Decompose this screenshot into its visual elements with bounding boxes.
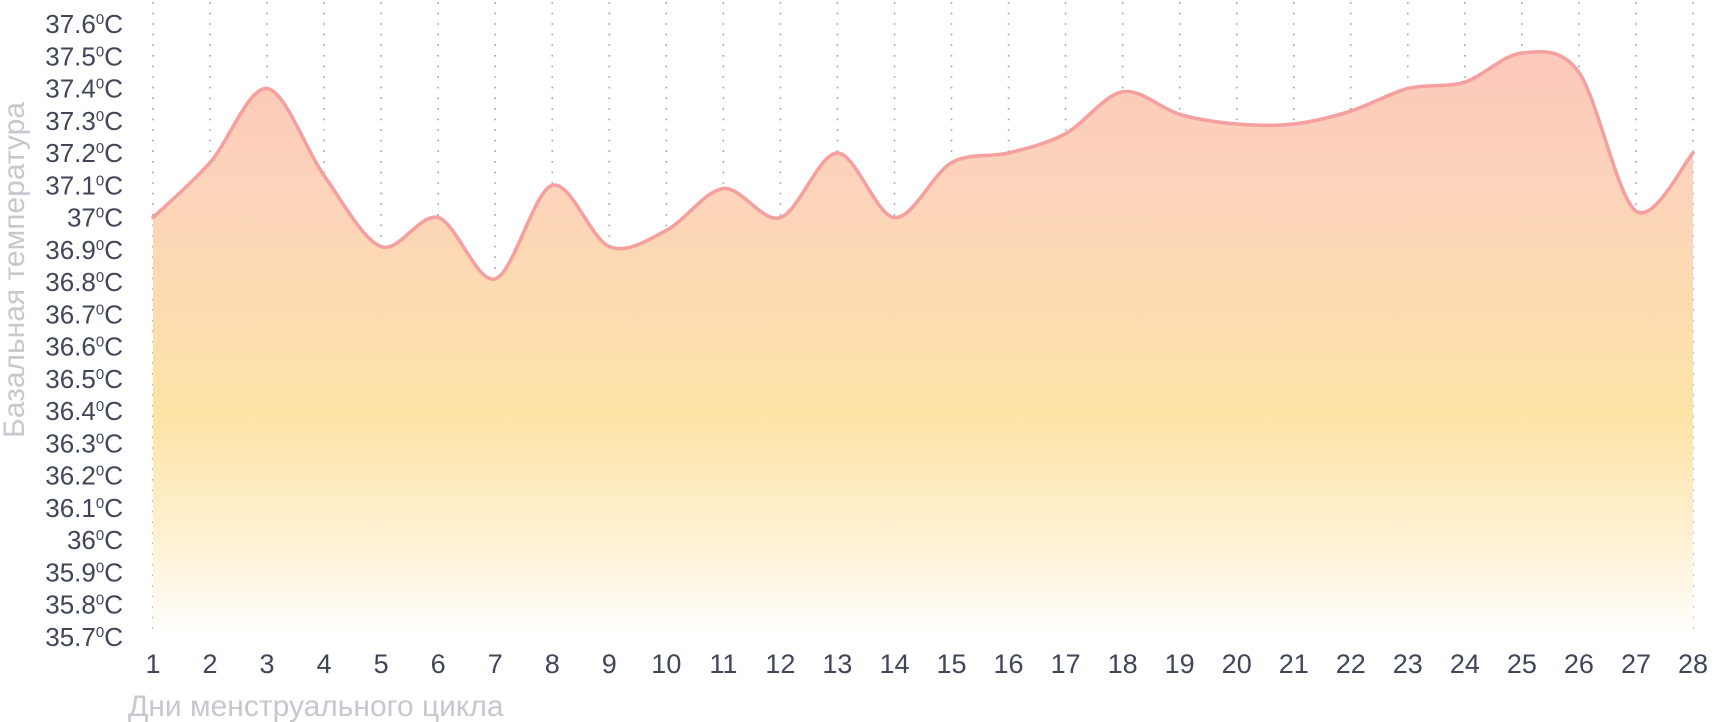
x-tick-label: 14 bbox=[879, 649, 909, 679]
x-tick-label: 1 bbox=[145, 649, 160, 679]
y-tick-label: 36.70C bbox=[45, 299, 123, 329]
y-tick-label: 36.30C bbox=[45, 428, 123, 458]
x-tick-label: 11 bbox=[709, 649, 737, 679]
x-tick-label: 25 bbox=[1507, 649, 1537, 679]
x-tick-label: 8 bbox=[545, 649, 560, 679]
y-tick-label: 37.40C bbox=[45, 74, 123, 104]
y-tick-label: 36.10C bbox=[45, 493, 123, 523]
y-tick-label: 37.30C bbox=[45, 106, 123, 136]
y-axis-ticks: 37.60C37.50C37.40C37.30C37.20C37.10C370C… bbox=[45, 9, 123, 652]
temperature-area bbox=[153, 51, 1693, 637]
x-tick-label: 9 bbox=[602, 649, 617, 679]
x-tick-label: 12 bbox=[765, 649, 795, 679]
y-tick-label: 36.20C bbox=[45, 461, 123, 491]
y-tick-label: 35.80C bbox=[45, 590, 123, 620]
y-tick-label: 36.90C bbox=[45, 235, 123, 265]
y-tick-label: 370C bbox=[67, 203, 123, 233]
x-tick-label: 26 bbox=[1564, 649, 1594, 679]
x-tick-label: 15 bbox=[936, 649, 966, 679]
y-tick-label: 37.10C bbox=[45, 170, 123, 200]
x-tick-label: 22 bbox=[1336, 649, 1366, 679]
x-axis-ticks: 1 2 3 4 5 6 7 8 9 10 11 12 13 14 15 16 17 18 19 20 21 22 23 24 2… bbox=[145, 649, 1708, 679]
y-tick-label: 36.80C bbox=[45, 267, 123, 297]
y-tick-label: 37.50C bbox=[45, 41, 123, 71]
x-tick-label: 16 bbox=[994, 649, 1024, 679]
y-tick-label: 360C bbox=[67, 525, 123, 555]
x-tick-label: 5 bbox=[374, 649, 389, 679]
x-tick-label: 7 bbox=[488, 649, 503, 679]
x-tick-label: 18 bbox=[1108, 649, 1138, 679]
y-tick-label: 37.20C bbox=[45, 138, 123, 168]
y-tick-label: 35.70C bbox=[45, 622, 123, 652]
x-tick-label: 17 bbox=[1051, 649, 1081, 679]
y-tick-label: 35.90C bbox=[45, 557, 123, 587]
x-tick-label: 13 bbox=[822, 649, 852, 679]
y-tick-label: 36.40C bbox=[45, 396, 123, 426]
x-tick-label: 23 bbox=[1393, 649, 1423, 679]
x-axis-title: Дни менструального цикла bbox=[128, 690, 504, 722]
x-tick-label: 19 bbox=[1165, 649, 1195, 679]
x-tick-label: 6 bbox=[431, 649, 446, 679]
x-tick-label: 27 bbox=[1621, 649, 1651, 679]
y-tick-label: 37.60C bbox=[45, 9, 123, 39]
x-tick-label: 20 bbox=[1222, 649, 1252, 679]
y-tick-label: 36.50C bbox=[45, 364, 123, 394]
x-tick-label: 3 bbox=[260, 649, 275, 679]
x-tick-label: 24 bbox=[1450, 649, 1480, 679]
y-tick-label: 36.60C bbox=[45, 332, 123, 362]
x-tick-label: 4 bbox=[317, 649, 332, 679]
x-tick-label: 10 bbox=[651, 649, 681, 679]
temperature-line bbox=[151, 49, 1695, 281]
x-tick-label: 2 bbox=[203, 649, 218, 679]
x-tick-label: 28 bbox=[1678, 649, 1708, 679]
y-axis-title: Базальная температура bbox=[0, 102, 31, 438]
x-tick-label: 21 bbox=[1279, 649, 1309, 679]
